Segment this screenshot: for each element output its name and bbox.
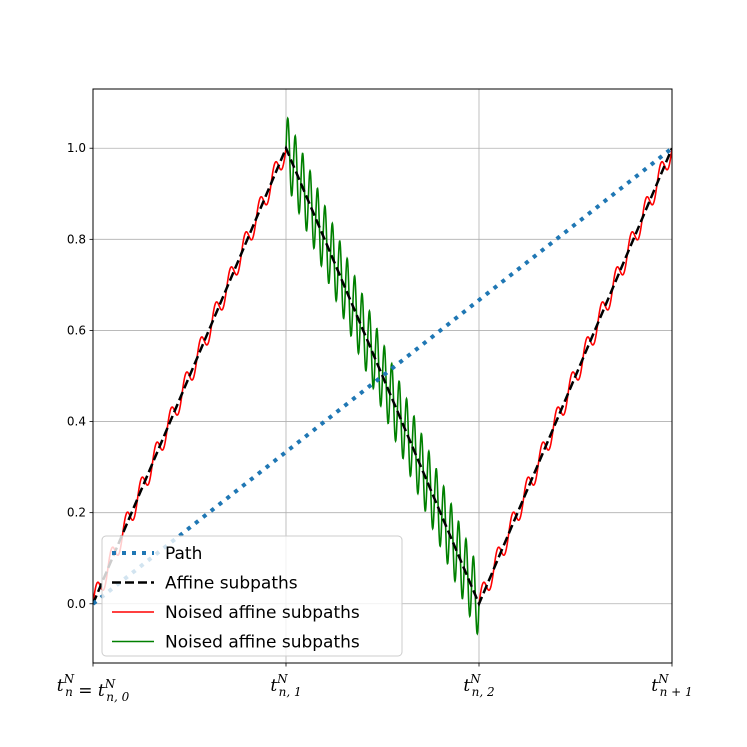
y-tick-label: 0.0 [67,597,86,611]
x-tick-label: tN n = tN n, 0 [57,672,130,704]
y-tick-label: 0.6 [67,323,86,337]
series-layer [93,116,672,636]
legend-label: Noised affine subpaths [165,633,360,653]
x-tick-label: tN n, 1 [270,672,301,699]
y-tick-label: 0.4 [67,415,86,429]
y-tick-label: 0.2 [67,506,86,520]
plot-frame [92,88,673,664]
legend: Path Affine subpaths Noised affine subpath… [101,535,403,657]
y-tick-label: 0.8 [67,232,86,246]
y-tick-label: 1.0 [67,141,86,155]
y-axis: 0.0 0.2 0.4 0.6 0.8 1.0 [67,141,93,611]
legend-label: Affine subpaths [165,574,298,594]
path-line [93,146,672,606]
x-axis: tN n = tN n, 0 tN n, 1 tN n, 2 tN n + 1 [57,663,693,704]
x-tick-label: tN n + 1 [651,672,692,699]
legend-label: Noised affine subpaths [165,603,360,623]
legend-label: Path [165,544,202,564]
x-tick-label: tN n, 2 [463,672,494,699]
legend-box [101,535,403,657]
affine-subpaths-line [93,145,672,607]
